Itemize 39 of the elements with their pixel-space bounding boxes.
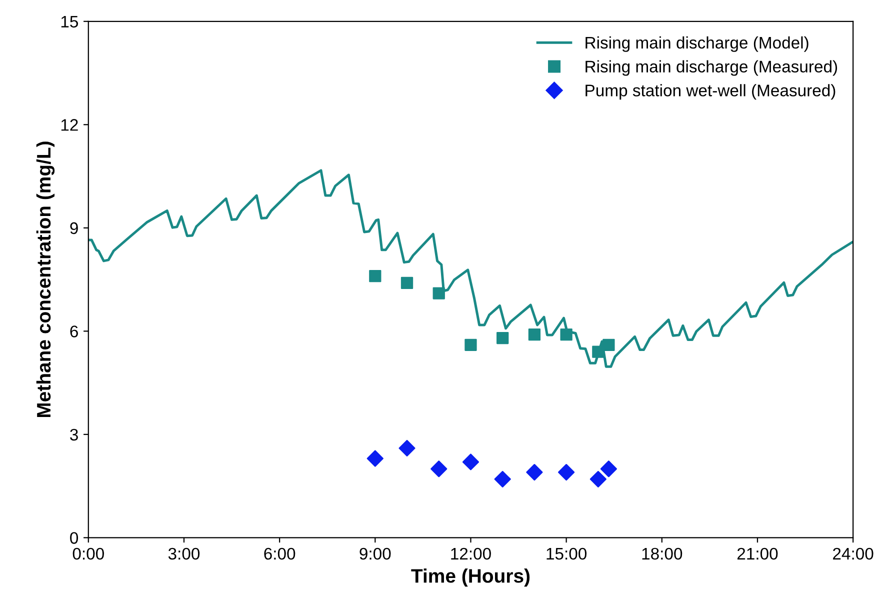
legend-label: Rising main discharge (Measured) bbox=[586, 60, 838, 76]
point bbox=[602, 338, 615, 352]
point bbox=[494, 470, 511, 488]
x-tick-label: 15:00 bbox=[546, 548, 587, 560]
point bbox=[600, 460, 617, 478]
point bbox=[398, 440, 416, 456]
x-tick-label: 21:00 bbox=[737, 548, 778, 560]
point bbox=[462, 454, 480, 470]
point bbox=[366, 450, 384, 467]
point bbox=[496, 332, 509, 344]
y-tick-label: 6 bbox=[70, 326, 78, 338]
x-tick-label: 0:00 bbox=[72, 548, 104, 560]
x-tick-label: 12:00 bbox=[451, 548, 491, 560]
y-axis-title: Methane concentration (mg/L) bbox=[36, 142, 55, 418]
x-axis-title: Time (Hours) bbox=[411, 568, 530, 587]
y-tick-label: 9 bbox=[70, 222, 78, 234]
point bbox=[560, 328, 572, 341]
point bbox=[558, 464, 575, 481]
point bbox=[430, 460, 448, 478]
legend-label: Pump station wet-well (Measured) bbox=[586, 84, 836, 100]
x-tick-label: 24:00 bbox=[833, 548, 874, 560]
point bbox=[592, 346, 604, 358]
x-tick-label: 6:00 bbox=[264, 548, 296, 560]
y-tick-label: 0 bbox=[70, 532, 78, 544]
point bbox=[400, 276, 414, 290]
line-series bbox=[88, 169, 854, 368]
x-tick-label: 3:00 bbox=[168, 548, 200, 560]
point bbox=[464, 338, 477, 352]
point bbox=[590, 470, 606, 488]
point bbox=[528, 328, 541, 341]
x-tick-label: 9:00 bbox=[360, 548, 391, 560]
y-tick-label: 3 bbox=[70, 428, 78, 441]
legend-label: Rising main discharge (Model) bbox=[586, 36, 808, 52]
x-tick-label: 18:00 bbox=[642, 548, 682, 560]
y-tick-label: 12 bbox=[61, 119, 78, 131]
point bbox=[432, 287, 445, 300]
y-tick-label: 15 bbox=[61, 16, 78, 28]
point bbox=[526, 464, 543, 481]
point bbox=[369, 270, 382, 282]
